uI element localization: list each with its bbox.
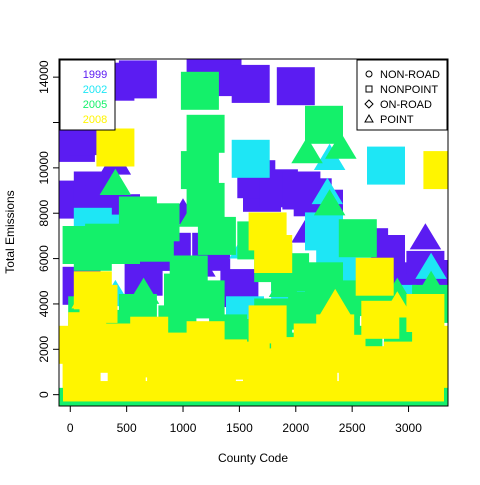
point-2005-triangle-6 [381,277,413,304]
point-2002-square-0 [231,139,270,178]
point-2005-square-18 [305,105,343,144]
legend-diamond-icon [364,99,374,109]
y-tick-label: 10000 [37,151,51,185]
point-1999-square-6 [231,64,270,103]
point-2008-triangle-2 [381,291,413,318]
point-1999-square-3 [118,60,157,99]
point-2005-triangle-8 [127,277,160,304]
year-legend-entry-1999: 1999 [83,69,107,81]
point-2002-square-1 [367,146,405,185]
point-2005-triangle-4 [313,189,346,216]
point-2008-square-28 [102,323,140,362]
x-tick-label: 2500 [339,421,366,435]
x-axis-title: County Code [218,451,288,465]
shape-legend-label: NONPOINT [380,84,438,96]
y-tick-label: 8000 [37,200,51,227]
year-legend-entry-2008: 2008 [83,114,107,126]
y-tick-label: 0 [37,391,51,398]
point-2005-square-21 [338,219,377,258]
point-2005-square-0 [180,71,219,110]
point-2002-triangle-1 [311,177,344,205]
point-1999-triangle-6 [409,223,442,250]
point-2005-square-2 [180,151,219,190]
x-tick-label: 1500 [226,421,253,435]
point-2008-square-0 [96,128,135,167]
point-2005-triangle-1 [178,200,211,227]
year-legend-entry-2005: 2005 [83,99,107,111]
point-2008-square-31 [316,314,355,353]
point-2005-triangle-5 [415,270,447,297]
point-2008-square-12 [406,294,445,332]
axes: 0 500 1000 1500 2000 2500 3000 0 2000 4000 6000 800… [37,60,422,435]
shape-legend-box [356,59,448,131]
point-2005-square-11 [135,223,174,262]
y-tick-label: 4000 [37,290,51,317]
point-2008-square-1 [423,151,448,190]
year-legend: 1999 2002 2005 2008 [59,59,116,131]
point-2008-square-3 [254,235,293,273]
x-tick-label: 0 [67,421,74,435]
legend-square-icon [365,85,373,93]
point-2008-triangle-0 [71,282,103,309]
point-2008-square-27 [68,312,107,351]
legend-triangle-icon [364,113,374,123]
x-tick-label: 3000 [395,421,422,435]
shape-legend: NON-ROAD NONPOINT ON-ROAD POINT [356,59,448,131]
legend-circle-icon [365,70,373,78]
point-2008-square-10 [355,257,394,296]
legends: 1999 2002 2005 2008 NON-ROAD NONPOINT ON-ROAD P… [59,59,448,131]
point-2005-triangle-7 [268,270,301,297]
x-tick-label: 500 [117,421,137,435]
point-2005-square-10 [102,226,140,264]
y-tick-label: 6000 [37,245,51,272]
x-tick-label: 2000 [282,421,309,435]
point-2005-triangle-2 [291,137,323,164]
y-tick-label: 14000 [37,60,51,94]
plot-frame [58,58,449,407]
year-legend-box [59,59,116,131]
year-legend-entry-2002: 2002 [83,84,107,96]
y-tick-label: 2000 [37,336,51,363]
point-2008-triangle-1 [319,288,351,316]
point-2005-triangle-3 [325,132,357,159]
x-tick-label: 1000 [170,421,197,435]
shape-legend-label: ON-ROAD [380,99,432,111]
shape-legend-label: NON-ROAD [380,69,440,81]
y-axis-title: Total Emissions [3,190,17,273]
point-2005-square-1 [186,114,225,153]
point-2005-triangle-0 [99,168,132,195]
plot-area [59,59,448,406]
point-2008-square-8 [248,305,287,344]
shape-legend-label: POINT [380,114,414,126]
point-1999-square-7 [276,67,315,106]
point-2002-triangle-4 [415,252,447,279]
baseline-band-2008 [63,381,444,402]
